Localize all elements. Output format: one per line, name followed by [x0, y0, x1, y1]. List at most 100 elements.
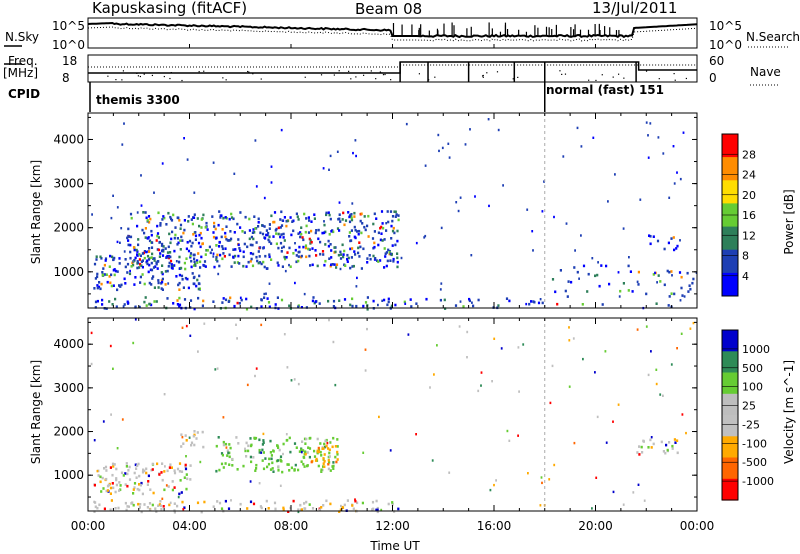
data-cell	[135, 476, 138, 479]
data-cell	[366, 296, 369, 299]
data-cell	[190, 443, 193, 447]
data-cell	[292, 229, 295, 233]
data-cell	[439, 288, 442, 291]
data-cell	[331, 263, 334, 266]
data-cell	[647, 446, 650, 449]
data-cell	[145, 250, 148, 254]
data-cell	[150, 468, 153, 472]
data-cell	[115, 477, 118, 480]
data-cell	[224, 235, 227, 239]
data-cell	[344, 219, 348, 222]
data-cell	[204, 265, 207, 268]
data-cell	[156, 234, 159, 238]
data-cell	[183, 228, 186, 232]
data-cell	[323, 223, 326, 227]
data-cell	[157, 248, 160, 252]
data-cell	[334, 455, 337, 459]
data-cell	[526, 208, 529, 211]
data-cell	[592, 136, 595, 139]
colorbar-segment	[722, 272, 738, 297]
data-cell	[518, 390, 520, 393]
data-cell	[670, 270, 673, 273]
data-cell	[157, 286, 160, 289]
data-cell	[279, 218, 282, 221]
data-cell	[249, 444, 253, 448]
data-cell	[338, 229, 341, 232]
data-cell	[230, 212, 233, 216]
data-cell	[184, 467, 188, 471]
data-cell	[255, 467, 258, 470]
data-cell	[645, 292, 648, 296]
data-cell	[349, 266, 352, 270]
data-cell	[297, 259, 300, 263]
data-cell	[301, 440, 304, 443]
colorbar-tick-label: 500	[742, 362, 763, 375]
nave-dot	[247, 70, 249, 73]
data-cell	[311, 507, 315, 510]
data-cell	[196, 431, 199, 434]
data-cell	[272, 235, 275, 238]
data-cell	[578, 277, 580, 280]
data-cell	[528, 302, 531, 306]
data-cell	[320, 454, 323, 457]
data-cell	[284, 257, 287, 261]
data-cell	[346, 257, 349, 261]
data-cell	[212, 252, 215, 255]
nsearch-label: N.Search	[746, 30, 800, 44]
data-cell	[350, 229, 353, 232]
data-cell	[282, 245, 285, 249]
data-cell	[197, 287, 200, 291]
data-cell	[144, 211, 147, 214]
data-cell	[108, 265, 111, 268]
nave-dot	[350, 78, 352, 80]
data-cell	[362, 247, 365, 251]
colorbar-tick-label: -25	[742, 418, 760, 431]
data-cell	[659, 393, 662, 396]
data-cell	[138, 253, 141, 256]
data-cell	[672, 236, 675, 239]
data-cell	[329, 154, 332, 158]
data-cell	[351, 504, 354, 507]
data-cell	[249, 260, 252, 263]
data-cell	[297, 250, 300, 254]
data-cell	[163, 393, 166, 396]
data-cell	[270, 181, 273, 184]
colorbar-frame	[721, 329, 739, 501]
data-cell	[185, 487, 188, 491]
data-cell	[505, 297, 509, 300]
data-cell	[556, 302, 559, 306]
data-cell	[591, 257, 594, 260]
data-cell	[166, 251, 170, 254]
data-cell	[192, 276, 195, 280]
data-cell	[336, 438, 339, 441]
data-cell	[458, 325, 461, 328]
colorbar-segment	[722, 226, 738, 251]
data-cell	[672, 145, 675, 148]
data-cell	[373, 230, 376, 233]
nave-dot	[122, 70, 125, 72]
data-cell	[317, 464, 320, 468]
data-cell	[107, 483, 110, 487]
data-cell	[375, 508, 378, 512]
data-cell	[559, 269, 562, 272]
data-cell	[196, 501, 200, 505]
data-cell	[386, 303, 389, 307]
data-cell	[168, 503, 171, 507]
data-cell	[262, 432, 265, 436]
data-cell	[186, 241, 189, 244]
data-cell	[187, 286, 190, 290]
data-cell	[281, 265, 284, 268]
data-cell	[391, 229, 395, 233]
data-cell	[228, 463, 231, 466]
data-cell	[525, 302, 528, 306]
data-cell	[287, 510, 290, 513]
colorbar-tick-label: 25	[742, 400, 756, 413]
data-cell	[112, 258, 115, 262]
data-cell	[257, 217, 260, 221]
data-cell	[304, 246, 308, 250]
data-cell	[239, 249, 242, 253]
data-cell	[138, 266, 141, 269]
data-cell	[168, 261, 171, 265]
data-cell	[308, 254, 311, 258]
data-cell	[129, 243, 132, 247]
